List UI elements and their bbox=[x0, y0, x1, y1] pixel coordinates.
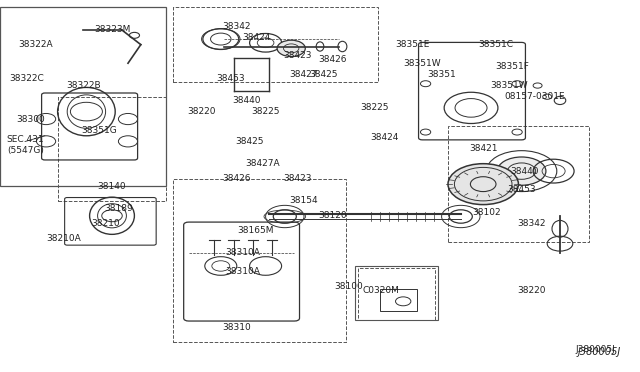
Text: 38421: 38421 bbox=[469, 144, 497, 153]
Circle shape bbox=[497, 157, 546, 185]
Text: 38120: 38120 bbox=[319, 211, 347, 220]
Text: 38424: 38424 bbox=[242, 33, 270, 42]
Text: 38453: 38453 bbox=[216, 74, 244, 83]
Text: 38423: 38423 bbox=[284, 174, 312, 183]
Text: 38189: 38189 bbox=[104, 204, 132, 213]
Text: 38220: 38220 bbox=[188, 107, 216, 116]
Text: 38165M: 38165M bbox=[237, 226, 275, 235]
Text: 38440: 38440 bbox=[511, 167, 539, 176]
Bar bbox=[58, 97, 166, 201]
Text: 38323M: 38323M bbox=[94, 25, 130, 34]
Text: 38225: 38225 bbox=[252, 107, 280, 116]
Text: 38351E: 38351E bbox=[396, 40, 430, 49]
Text: 38351: 38351 bbox=[428, 70, 456, 79]
Text: 38426: 38426 bbox=[223, 174, 251, 183]
Text: 38423: 38423 bbox=[284, 51, 312, 60]
Text: 38310: 38310 bbox=[223, 323, 251, 332]
Text: 38427A: 38427A bbox=[245, 159, 280, 168]
Text: 38310A: 38310A bbox=[226, 267, 260, 276]
Circle shape bbox=[277, 40, 305, 57]
Text: 38140: 38140 bbox=[98, 182, 126, 190]
Text: 38453: 38453 bbox=[508, 185, 536, 194]
Text: 08157-0301E: 08157-0301E bbox=[504, 92, 564, 101]
Text: C0320M: C0320M bbox=[362, 286, 399, 295]
Text: 38322B: 38322B bbox=[66, 81, 100, 90]
Text: 38351W: 38351W bbox=[404, 59, 441, 68]
Text: 38427: 38427 bbox=[290, 70, 318, 79]
Text: 38342: 38342 bbox=[517, 219, 545, 228]
Text: 38351W: 38351W bbox=[490, 81, 527, 90]
Bar bbox=[358, 268, 435, 320]
Text: 38225: 38225 bbox=[360, 103, 388, 112]
Text: 38425: 38425 bbox=[236, 137, 264, 146]
Text: 38440: 38440 bbox=[232, 96, 260, 105]
Text: J380005J: J380005J bbox=[577, 347, 621, 357]
Text: 38310A: 38310A bbox=[226, 248, 260, 257]
Text: 38210: 38210 bbox=[92, 219, 120, 228]
Text: 38154: 38154 bbox=[290, 196, 318, 205]
Text: 38351F: 38351F bbox=[495, 62, 529, 71]
Text: 38426: 38426 bbox=[319, 55, 347, 64]
Text: 38100: 38100 bbox=[335, 282, 363, 291]
Text: SEC.431
(5547G): SEC.431 (5547G) bbox=[7, 135, 44, 155]
Bar bbox=[355, 266, 438, 320]
Bar bbox=[173, 7, 378, 82]
Text: 38210A: 38210A bbox=[47, 234, 81, 243]
Bar bbox=[448, 126, 589, 242]
Text: 38102: 38102 bbox=[472, 208, 500, 217]
Text: 38351G: 38351G bbox=[81, 126, 117, 135]
Text: J380005J: J380005J bbox=[575, 345, 615, 354]
Text: 38351C: 38351C bbox=[479, 40, 513, 49]
Text: 38424: 38424 bbox=[370, 133, 398, 142]
Text: 38322C: 38322C bbox=[10, 74, 44, 83]
Text: 38342: 38342 bbox=[223, 22, 251, 31]
Circle shape bbox=[448, 164, 518, 205]
Text: 38220: 38220 bbox=[517, 286, 545, 295]
Text: 38322A: 38322A bbox=[18, 40, 52, 49]
Bar bbox=[0, 7, 166, 186]
Text: 38425: 38425 bbox=[309, 70, 337, 79]
Text: 38300: 38300 bbox=[17, 115, 45, 124]
Bar bbox=[173, 179, 346, 342]
